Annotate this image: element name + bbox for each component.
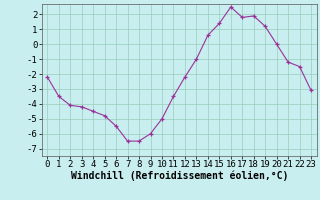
X-axis label: Windchill (Refroidissement éolien,°C): Windchill (Refroidissement éolien,°C) [70,171,288,181]
